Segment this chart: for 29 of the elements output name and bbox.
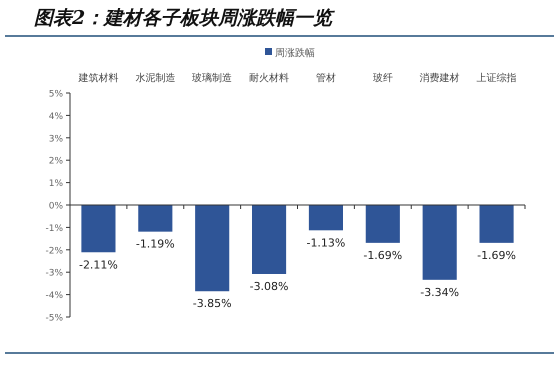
y-tick-label: -2% [45, 246, 64, 256]
data-label: -3.85% [192, 297, 232, 310]
y-tick-label: -4% [45, 291, 64, 302]
y-tick-label: 2% [48, 156, 64, 167]
x-tick-label: 玻纤 [372, 72, 393, 84]
y-tick-label: -3% [45, 268, 64, 279]
x-tick-label: 管材 [316, 72, 336, 84]
y-tick-label: 3% [48, 134, 64, 144]
legend-label: 周涨跌幅 [275, 47, 315, 59]
y-tick-label: 0% [48, 202, 64, 212]
x-tick-label: 消费建材 [420, 72, 460, 84]
x-tick-label: 上证综指 [476, 72, 517, 84]
y-tick-label: 1% [48, 179, 64, 190]
data-label: -3.08% [250, 280, 289, 293]
data-label: -1.13% [306, 236, 346, 250]
y-tick-label: -5% [45, 314, 64, 324]
data-label: -1.69% [363, 248, 402, 262]
x-tick-label: 耐火材料 [249, 72, 290, 84]
x-tick-label: 建筑材料 [77, 72, 118, 84]
x-tick-label: 水泥制造 [135, 72, 176, 84]
y-tick-label: -1% [45, 224, 64, 234]
chart-title: 图表2：建材各子板块周涨跌幅一览 [34, 7, 336, 29]
data-label: -2.11% [78, 258, 118, 272]
data-label: -1.19% [136, 238, 175, 251]
data-label: -3.34% [420, 286, 460, 299]
data-label: -1.69% [477, 248, 516, 262]
y-tick-label: 4% [48, 112, 64, 122]
x-tick-label: 玻璃制造 [192, 72, 232, 84]
y-tick-label: 5% [48, 90, 64, 100]
